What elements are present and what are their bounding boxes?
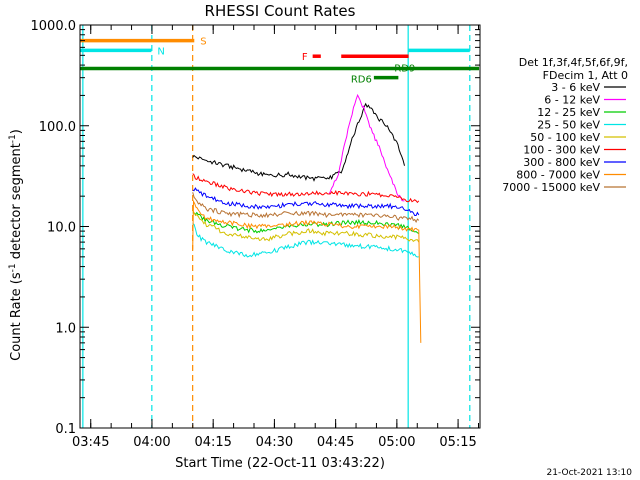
series-line: [192, 187, 420, 216]
x-tick-label: 03:45: [72, 435, 109, 450]
series-line: [192, 173, 420, 204]
x-axis-label: Start Time (22-Oct-11 03:43:22): [175, 456, 385, 471]
legend: Det 1f,3f,4f,5f,6f,9f,FDecim 1, Att 03 -…: [502, 56, 628, 194]
y-axis-label-sup: -1: [8, 263, 18, 272]
y-tick-label: 100.0: [39, 120, 76, 135]
x-tick-label: 04:15: [194, 435, 231, 450]
footer-date: 21-Oct-2021 13:10: [547, 468, 633, 478]
y-axis-label-prefix: Count Rate (s: [9, 272, 24, 361]
legend-header: FDecim 1, Att 0: [543, 69, 628, 82]
y-tick-label: 0.1: [55, 422, 76, 437]
axes-layer: 0.1 1.0 10.0 100.0 1000.0 03:45 04:00 04:15 04:3…: [31, 19, 481, 450]
state-bar-label: RD9: [394, 64, 415, 75]
y-axis-label: Count Rate (s-1 detector segment-1): [8, 129, 24, 361]
state-bar-label: S: [200, 37, 206, 48]
x-tick-label: 04:30: [256, 435, 293, 450]
y-axis-label-sup2: -1: [8, 134, 18, 143]
x-tick-label: 04:00: [133, 435, 170, 450]
legend-entry-label: 800 - 7000 keV: [516, 169, 600, 182]
series-layer: [192, 93, 422, 343]
state-bar-label: F: [302, 52, 308, 63]
legend-entry-label: 100 - 300 keV: [523, 144, 600, 157]
y-axis-label-suffix: ): [9, 129, 24, 134]
state-bar-layer: S N F RD9 RD6: [80, 37, 479, 86]
series-line: [192, 211, 420, 235]
y-tick-label: 10.0: [47, 221, 76, 236]
legend-entry-label: 6 - 12 keV: [544, 94, 600, 107]
series-line: [192, 223, 419, 258]
y-tick-label: 1.0: [55, 321, 76, 336]
chart-title: RHESSI Count Rates: [205, 2, 356, 20]
legend-entry-label: 12 - 25 keV: [537, 106, 600, 119]
series-line: [192, 210, 420, 243]
x-tick-label: 04:45: [317, 435, 354, 450]
legend-header: Det 1f,3f,4f,5f,6f,9f,: [519, 56, 628, 69]
legend-entry-label: 7000 - 15000 keV: [502, 181, 600, 194]
series-line: [192, 199, 422, 343]
y-tick-label: 1000.0: [31, 19, 77, 34]
legend-entry-label: 300 - 800 keV: [523, 156, 600, 169]
y-axis-label-mid: detector segment: [9, 143, 24, 263]
series-line: [192, 102, 405, 182]
legend-entry-label: 50 - 100 keV: [530, 131, 600, 144]
legend-entry-label: 25 - 50 keV: [537, 119, 600, 132]
legend-entry-label: 3 - 6 keV: [551, 81, 600, 94]
state-bar-label: RD6: [351, 75, 372, 86]
x-tick-label: 05:15: [439, 435, 476, 450]
series-line: [192, 192, 420, 223]
series-line: [328, 93, 405, 202]
state-bar-label: N: [157, 46, 164, 57]
x-tick-label: 05:00: [378, 435, 415, 450]
